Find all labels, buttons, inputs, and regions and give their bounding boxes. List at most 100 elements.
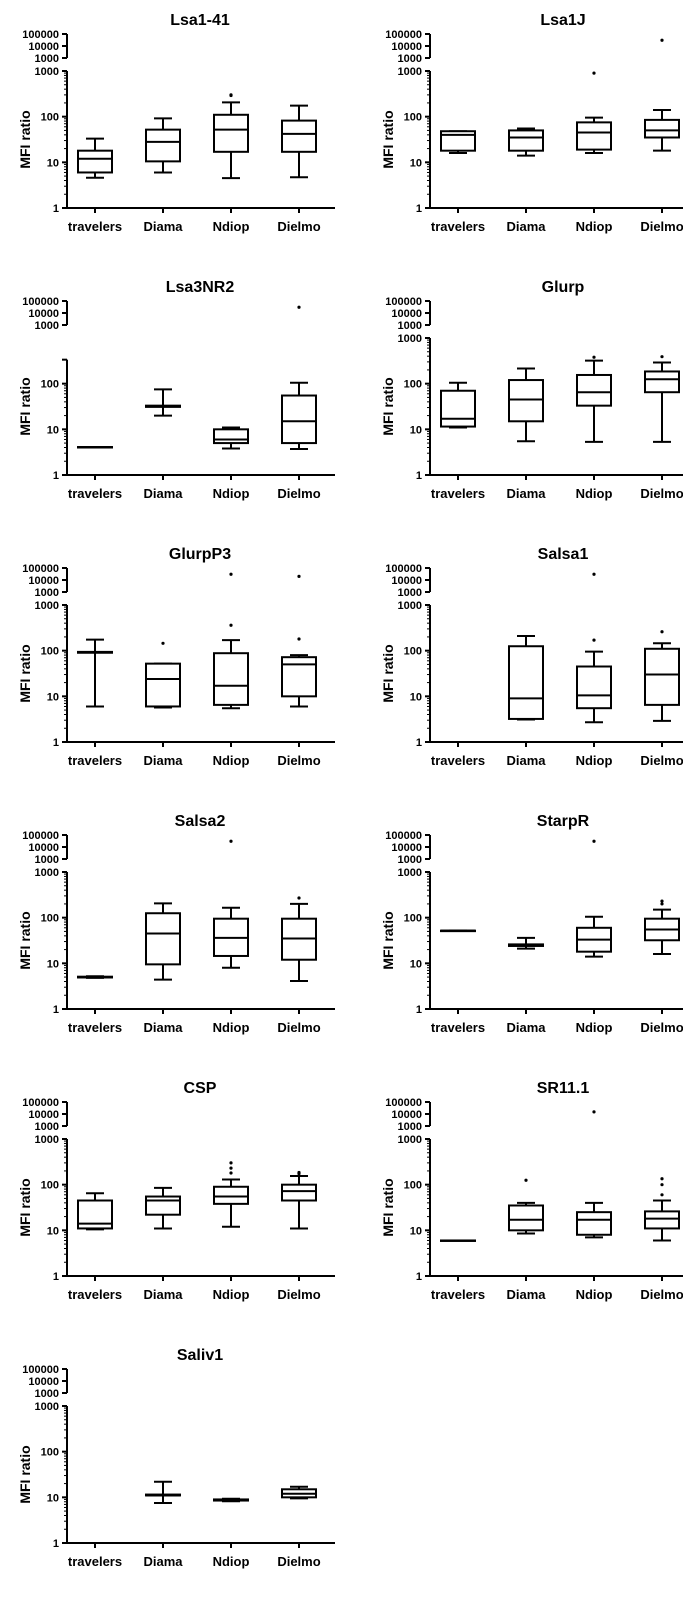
- y-tick-label: 100000: [385, 296, 422, 308]
- x-tick-label: travelers: [68, 1287, 122, 1302]
- box-dielmo: [644, 899, 680, 956]
- box-travelers: [440, 929, 476, 933]
- y-axis-label: MFI ratio: [17, 644, 33, 702]
- outlier-point: [660, 630, 664, 634]
- y-tick-label: 100: [41, 1447, 59, 1459]
- x-tick-label: travelers: [431, 1287, 485, 1302]
- iqr-box: [508, 129, 544, 152]
- box-travelers: [440, 1239, 476, 1242]
- x-tick-label: travelers: [68, 486, 122, 501]
- outlier-point: [229, 623, 233, 627]
- box-dielmo: [644, 355, 680, 443]
- x-tick-label: Diama: [143, 753, 183, 768]
- chart-panel: Saliv1 MFI ratio 1000 10000 100000 1 10 100 1000…: [0, 1335, 340, 1600]
- y-tick-label: 1000: [35, 66, 59, 78]
- x-tick-label: Ndiop: [213, 1287, 250, 1302]
- iqr-box: [576, 121, 612, 151]
- x-tick-label: Ndiop: [576, 753, 613, 768]
- x-tick-label: Diama: [143, 486, 183, 501]
- x-tick-label: travelers: [431, 486, 485, 501]
- box-travelers: [440, 381, 476, 429]
- outlier-point: [592, 1110, 596, 1114]
- box-diama: [508, 1178, 544, 1235]
- outlier-point: [592, 71, 596, 75]
- outlier-point: [297, 896, 301, 900]
- y-tick-label: 1000: [35, 1388, 59, 1400]
- y-tick-label: 1000: [398, 66, 422, 78]
- box-ndiop: [213, 839, 249, 969]
- outlier-point: [229, 1161, 233, 1165]
- iqr-box: [576, 1211, 612, 1236]
- x-tick-label: travelers: [68, 753, 122, 768]
- y-tick-label: 100: [404, 379, 422, 391]
- box-ndiop: [213, 572, 249, 710]
- y-tick-label: 10: [47, 157, 59, 169]
- y-tick-label: 10000: [28, 308, 59, 320]
- x-tick-label: Dielmo: [277, 219, 320, 234]
- x-tick-label: Dielmo: [640, 1287, 683, 1302]
- y-tick-label: 100000: [385, 563, 422, 575]
- iqr-box: [281, 1183, 317, 1202]
- box-diama: [508, 127, 544, 157]
- y-axis-label: MFI ratio: [380, 110, 396, 168]
- box-dielmo: [644, 38, 680, 152]
- iqr-box: [281, 119, 317, 153]
- y-tick-label: 1: [53, 203, 59, 215]
- box-diama: [145, 117, 181, 174]
- y-tick-label: 100: [41, 913, 59, 925]
- box-diama: [508, 634, 544, 721]
- box-ndiop: [576, 839, 612, 958]
- outlier-point: [229, 1166, 233, 1170]
- y-tick-label: 10: [410, 1225, 422, 1237]
- box-ndiop: [576, 572, 612, 724]
- y-tick-label: 1000: [398, 333, 422, 345]
- iqr-box: [145, 1195, 181, 1216]
- x-tick-label: Dielmo: [277, 1287, 320, 1302]
- x-tick-label: Ndiop: [576, 219, 613, 234]
- outlier-point: [297, 574, 301, 578]
- y-tick-label: 10000: [28, 41, 59, 53]
- chart-title: CSP: [184, 1080, 217, 1097]
- outlier-point: [592, 638, 596, 642]
- box-diama: [145, 1186, 181, 1230]
- box-travelers: [77, 975, 113, 979]
- x-tick-label: Dielmo: [277, 486, 320, 501]
- y-tick-label: 10000: [28, 1109, 59, 1121]
- chart-title: Glurp: [542, 279, 585, 296]
- box-dielmo: [281, 1170, 317, 1230]
- y-tick-label: 1000: [398, 320, 422, 332]
- iqr-box: [145, 128, 181, 163]
- x-tick-label: Dielmo: [640, 219, 683, 234]
- outlier-point: [229, 93, 233, 97]
- y-tick-label: 1000: [35, 867, 59, 879]
- y-tick-label: 100: [404, 913, 422, 925]
- y-axis-label: MFI ratio: [17, 110, 33, 168]
- x-tick-label: Ndiop: [576, 1020, 613, 1035]
- iqr-box: [644, 370, 680, 394]
- y-tick-label: 1000: [35, 587, 59, 599]
- y-tick-label: 100000: [22, 563, 59, 575]
- y-tick-label: 10000: [28, 575, 59, 587]
- box-travelers: [77, 1192, 113, 1231]
- y-tick-label: 1000: [35, 600, 59, 612]
- box-ndiop: [213, 93, 249, 180]
- y-axis-label: MFI ratio: [17, 1178, 33, 1236]
- y-tick-label: 10000: [28, 1376, 59, 1388]
- iqr-box: [213, 428, 249, 445]
- iqr-box: [508, 1204, 544, 1232]
- y-tick-label: 100000: [385, 29, 422, 41]
- y-tick-label: 1: [416, 1004, 422, 1016]
- y-tick-label: 1000: [35, 854, 59, 866]
- y-tick-label: 1: [416, 1271, 422, 1283]
- chart-panel: Lsa3NR2 MFI ratio 1000 10000 100000 1 10 100 tra…: [0, 267, 340, 532]
- box-diama: [508, 367, 544, 443]
- y-tick-label: 100: [41, 112, 59, 124]
- x-tick-label: Ndiop: [213, 753, 250, 768]
- y-tick-label: 100: [404, 112, 422, 124]
- iqr-box: [145, 662, 181, 708]
- y-tick-label: 100: [404, 646, 422, 658]
- x-tick-label: Diama: [143, 1554, 183, 1569]
